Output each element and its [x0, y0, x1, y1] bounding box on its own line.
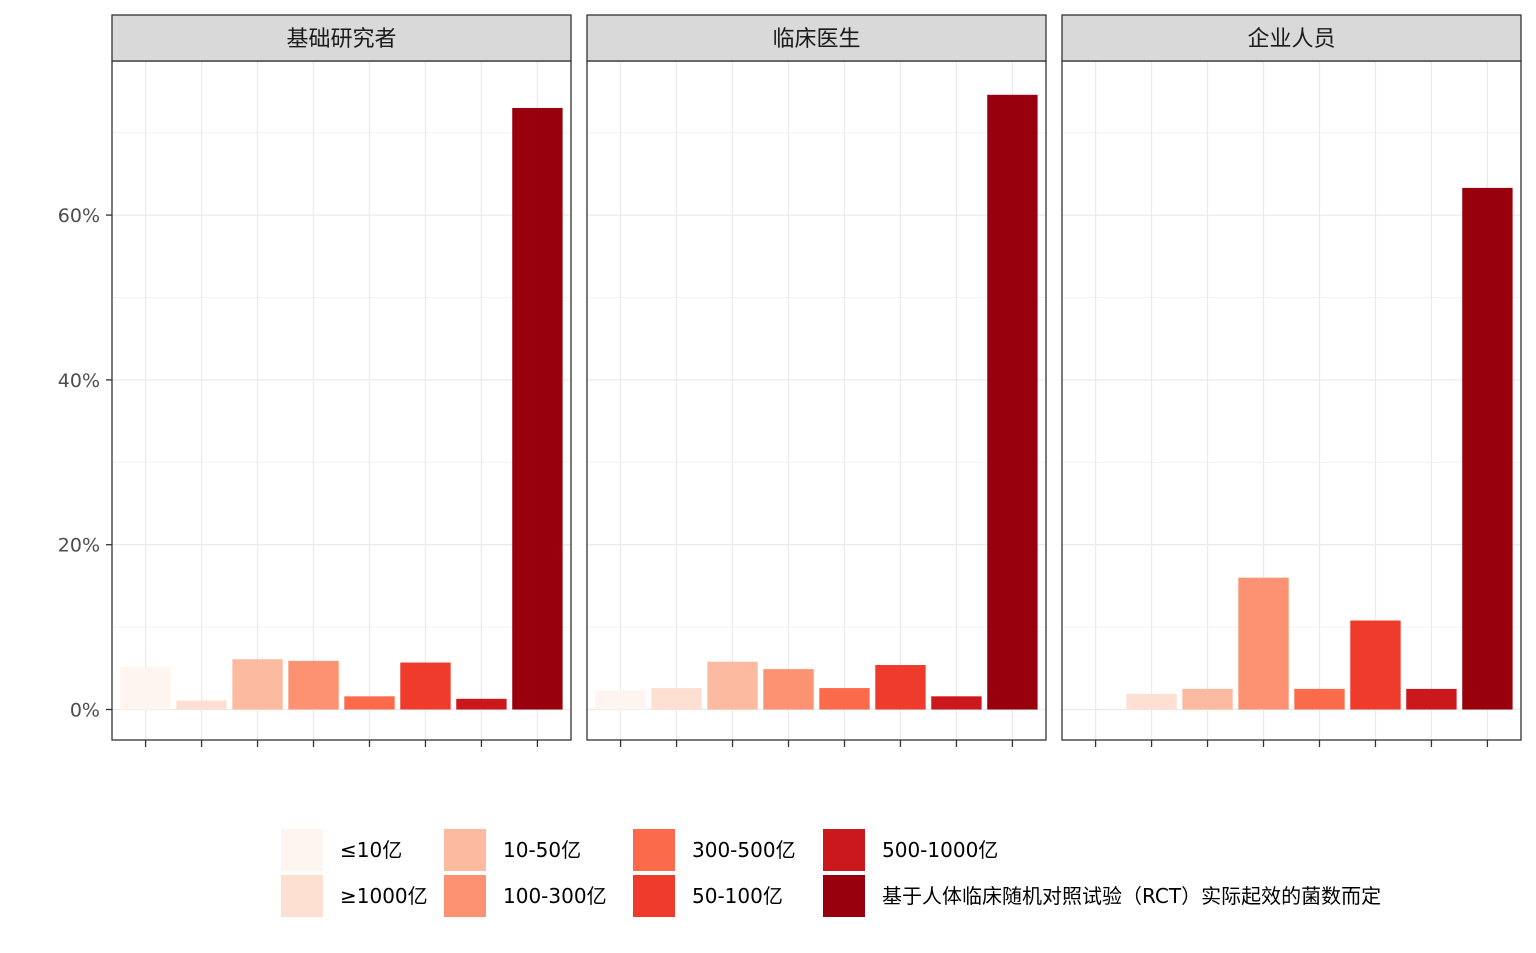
- facet-panel-3: 企业人员: [1061, 14, 1522, 747]
- legend-key-7: [823, 829, 865, 871]
- legend-key-8: [823, 875, 865, 917]
- legend-key-3: [444, 829, 486, 871]
- facet-panel-1: 基础研究者: [111, 14, 572, 747]
- bar-1-3: [232, 659, 283, 710]
- bar-2-3: [707, 661, 758, 710]
- bar-3-4: [1238, 577, 1289, 710]
- legend-label-5: 300-500亿: [692, 838, 796, 862]
- bar-2-7: [931, 696, 982, 710]
- bar-2-5: [819, 688, 870, 710]
- legend: ≤10亿 ≥1000亿 10-50亿 100-300亿 300-500亿 50-100亿 5…: [281, 829, 1381, 917]
- bar-1-8: [512, 107, 563, 710]
- bar-2-6: [875, 665, 926, 710]
- bar-3-5: [1294, 688, 1345, 710]
- legend-key-2: [281, 875, 323, 917]
- bar-1-1: [120, 666, 171, 710]
- bar-1-6: [400, 662, 451, 710]
- facet-panel-2: 临床医生: [586, 14, 1047, 747]
- bar-3-6: [1350, 620, 1401, 710]
- bar-2-2: [651, 688, 702, 710]
- facet-strip: [1061, 14, 1522, 62]
- bar-1-2: [176, 700, 227, 710]
- legend-label-2: ≥1000亿: [340, 884, 428, 908]
- bar-2-4: [763, 669, 814, 710]
- y-axis-tick-label: 60%: [58, 205, 100, 227]
- bar-1-7: [456, 698, 507, 710]
- legend-label-6: 50-100亿: [692, 884, 783, 908]
- bar-2-8: [987, 94, 1038, 710]
- y-axis-tick-label: 20%: [58, 535, 100, 557]
- legend-label-3: 10-50亿: [503, 838, 581, 862]
- legend-key-6: [633, 875, 675, 917]
- legend-label-8: 基于人体临床随机对照试验（RCT）实际起效的菌数而定: [882, 884, 1381, 908]
- legend-key-1: [281, 829, 323, 871]
- facet-strip: [586, 14, 1047, 62]
- y-axis-tick-label: 0%: [70, 700, 100, 722]
- bar-3-8: [1462, 187, 1513, 710]
- panel-background: [112, 61, 571, 740]
- legend-label-7: 500-1000亿: [882, 838, 998, 862]
- bar-1-5: [344, 696, 395, 710]
- legend-key-4: [444, 875, 486, 917]
- legend-label-1: ≤10亿: [340, 838, 402, 862]
- panel-background: [587, 61, 1046, 740]
- facet-strip-label: 临床医生: [772, 27, 860, 52]
- facet-strip-label: 基础研究者: [286, 27, 396, 52]
- bar-3-3: [1182, 688, 1233, 710]
- y-axis-tick-label: 40%: [58, 370, 100, 392]
- bar-3-2: [1126, 693, 1177, 710]
- facet-strip-label: 企业人员: [1247, 27, 1335, 52]
- bar-2-1: [595, 690, 646, 710]
- legend-key-5: [633, 829, 675, 871]
- panel-background: [1062, 61, 1521, 740]
- facet-strip: [111, 14, 572, 62]
- y-axis: 0% 20% 40% 60%: [58, 205, 112, 722]
- bar-3-7: [1406, 688, 1457, 710]
- bar-1-4: [288, 660, 339, 710]
- legend-label-4: 100-300亿: [503, 884, 607, 908]
